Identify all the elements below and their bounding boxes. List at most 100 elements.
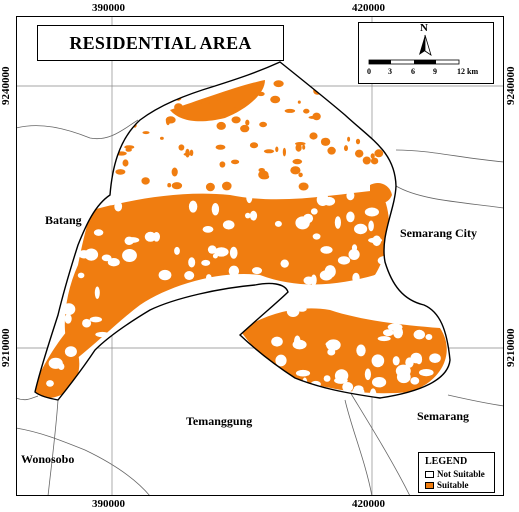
not-suitable-patch: [249, 210, 258, 221]
not-suitable-patch: [246, 190, 253, 204]
suitable-patch: [290, 166, 301, 175]
scale-label-3: 3: [388, 67, 392, 76]
not-suitable-patch: [324, 265, 336, 278]
not-suitable-patch: [377, 336, 391, 342]
not-suitable-patch: [405, 357, 414, 368]
not-suitable-patch: [144, 231, 156, 242]
not-suitable-patch: [46, 380, 54, 387]
suitable-patch: [231, 159, 240, 165]
not-suitable-patch: [371, 354, 385, 368]
suitable-patch: [205, 182, 215, 192]
not-suitable-patch: [383, 329, 394, 337]
not-suitable-patch: [387, 323, 403, 331]
not-suitable-patch: [62, 303, 76, 316]
x-tick-bottom-1: 390000: [92, 498, 125, 510]
not-suitable-patch: [245, 212, 251, 219]
not-suitable-patch: [295, 216, 310, 230]
north-arrow-icon: [368, 34, 460, 65]
suitable-patch: [174, 103, 183, 111]
suitable-patch: [245, 119, 250, 126]
suitable-patch: [302, 144, 306, 150]
suitable-patch: [142, 131, 150, 135]
not-suitable-patch: [346, 190, 355, 201]
not-suitable-patch: [201, 259, 211, 266]
legend-label-suitable: Suitable: [437, 480, 469, 490]
study-area-outline: [34, 61, 451, 401]
not-suitable-patch: [323, 375, 331, 382]
suitable-patch: [312, 112, 321, 121]
not-suitable-patch: [425, 334, 433, 340]
not-suitable-patch: [364, 368, 371, 381]
map-title-box: RESIDENTIAL AREA: [37, 25, 284, 61]
x-tick-top-2: 420000: [352, 2, 385, 14]
suitable-patch: [298, 182, 309, 191]
not-suitable-patch: [77, 272, 85, 279]
not-suitable-patch: [78, 250, 90, 259]
not-suitable-patch: [211, 203, 220, 216]
not-suitable-patch: [294, 335, 301, 348]
suitable-patch: [222, 181, 232, 191]
not-suitable-patch: [364, 207, 379, 217]
suitable-patch: [215, 144, 226, 150]
legend-title: LEGEND: [425, 456, 468, 467]
not-suitable-patch: [93, 229, 104, 236]
not-suitable-patch: [101, 254, 112, 262]
y-tick-left-2: 9210000: [0, 328, 12, 368]
not-suitable-patch: [124, 236, 134, 245]
not-suitable-patch: [327, 348, 336, 356]
not-suitable-patch: [275, 354, 287, 367]
not-suitable-patch: [342, 382, 354, 392]
suitable-patch: [124, 145, 135, 150]
suitable-patch: [374, 149, 384, 158]
not-suitable-patch: [413, 329, 425, 340]
suitable-patch: [355, 149, 364, 158]
not-suitable-patch: [107, 258, 120, 267]
not-suitable-patch: [174, 246, 180, 255]
y-tick-left-1: 9240000: [0, 66, 12, 106]
suitable-patch: [320, 137, 331, 146]
not-suitable-patch: [89, 316, 103, 323]
suitable-patch: [347, 136, 351, 142]
suitable-patch: [275, 146, 279, 153]
suitable-patch: [219, 161, 226, 168]
not-suitable-patch: [334, 377, 348, 384]
not-suitable-patch: [368, 220, 374, 232]
not-suitable-patch: [295, 369, 311, 377]
legend-item-not-suitable: Not Suitable: [425, 469, 485, 479]
suitable-patch: [189, 149, 194, 156]
suitable-patch: [355, 138, 361, 145]
not-suitable-patch: [338, 292, 350, 304]
map-frame: [16, 16, 504, 496]
not-suitable-patch: [294, 188, 308, 199]
y-tick-right-2: 9210000: [505, 328, 517, 368]
suitable-patch: [303, 108, 310, 114]
not-suitable-patch: [303, 276, 314, 285]
not-suitable-patch: [271, 336, 283, 347]
suitable-patch: [258, 170, 269, 179]
not-suitable-patch: [372, 273, 387, 285]
not-suitable-patch: [348, 249, 360, 260]
not-suitable-patch: [202, 226, 214, 233]
not-suitable-patch: [369, 282, 383, 294]
suitable-patch: [178, 144, 185, 151]
not-suitable-patch: [107, 197, 117, 206]
suitable-patch: [171, 167, 178, 177]
legend-swatch-not-suitable: [425, 470, 434, 478]
suitable-patch: [273, 80, 284, 88]
not-suitable-patch: [368, 237, 383, 243]
suitable-patch: [210, 113, 217, 117]
suitable-patch: [257, 91, 265, 97]
suitable-patch: [327, 146, 336, 155]
suitable-patch: [282, 147, 286, 157]
suitable-patch: [171, 182, 183, 190]
suitable-patch: [115, 169, 126, 175]
suitable-patch: [232, 107, 238, 114]
scale-label-12: 12 km: [457, 67, 479, 76]
x-tick-top-1: 390000: [92, 2, 125, 14]
suitable-patch: [249, 142, 259, 149]
suitable-patch: [122, 159, 129, 167]
scale-label-6: 6: [411, 67, 415, 76]
not-suitable-patch: [392, 356, 400, 366]
not-suitable-patch: [222, 220, 235, 230]
suitable-patch: [141, 177, 150, 185]
